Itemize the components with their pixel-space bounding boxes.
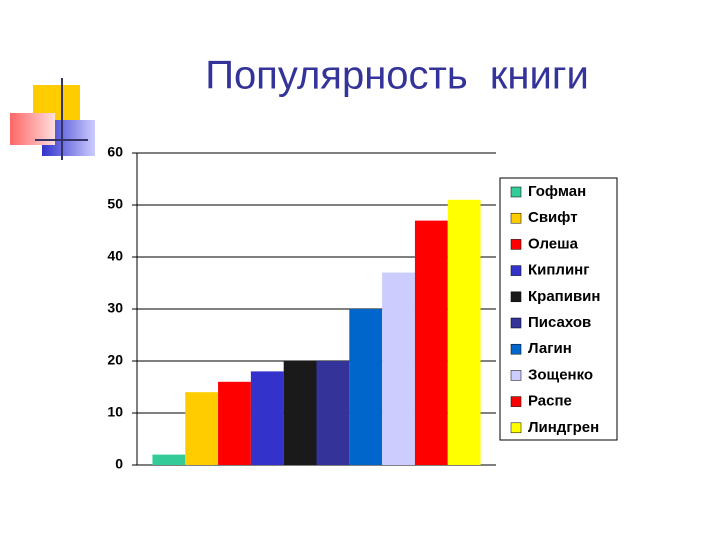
- legend-label: Распе: [528, 393, 572, 410]
- chart-title: Популярность книги: [205, 54, 589, 98]
- bar: [316, 361, 350, 465]
- legend-swatch: [510, 212, 522, 224]
- legend-swatch: [510, 291, 522, 303]
- bar: [414, 220, 448, 465]
- y-tick-label: 0: [115, 456, 123, 472]
- y-tick-label: 30: [107, 300, 123, 316]
- bar: [447, 199, 481, 466]
- legend-swatch: [510, 396, 522, 407]
- bar: [218, 381, 251, 465]
- legend-swatch: [510, 265, 522, 276]
- bar: [185, 392, 219, 465]
- y-tick-label: 60: [107, 144, 123, 160]
- legend-label: Линдгрен: [528, 419, 599, 436]
- y-tick-label: 50: [107, 196, 123, 212]
- legend-swatch: [510, 370, 522, 381]
- legend-label: Киплинг: [528, 262, 590, 279]
- legend-label: Олеша: [528, 235, 579, 252]
- bar: [382, 272, 415, 465]
- bar: [283, 361, 317, 465]
- legend-swatch: [510, 317, 522, 329]
- decoration: [10, 78, 95, 160]
- bar: [250, 371, 284, 465]
- legend-swatch: [510, 343, 522, 355]
- legend-label: Лагин: [528, 340, 572, 357]
- legend-swatch: [510, 239, 522, 250]
- legend-label: Крапивин: [528, 288, 600, 305]
- legend-label: Зощенко: [528, 366, 593, 383]
- y-tick-label: 20: [107, 352, 123, 368]
- legend-swatch: [510, 422, 522, 434]
- bar: [349, 309, 383, 465]
- legend-label: Писахов: [528, 314, 591, 331]
- y-tick-label: 40: [107, 248, 123, 264]
- y-tick-label: 10: [107, 404, 123, 420]
- legend-swatch: [510, 186, 522, 198]
- bar: [152, 454, 186, 465]
- legend-label: Гофман: [528, 183, 586, 200]
- legend-label: Свифт: [528, 209, 578, 226]
